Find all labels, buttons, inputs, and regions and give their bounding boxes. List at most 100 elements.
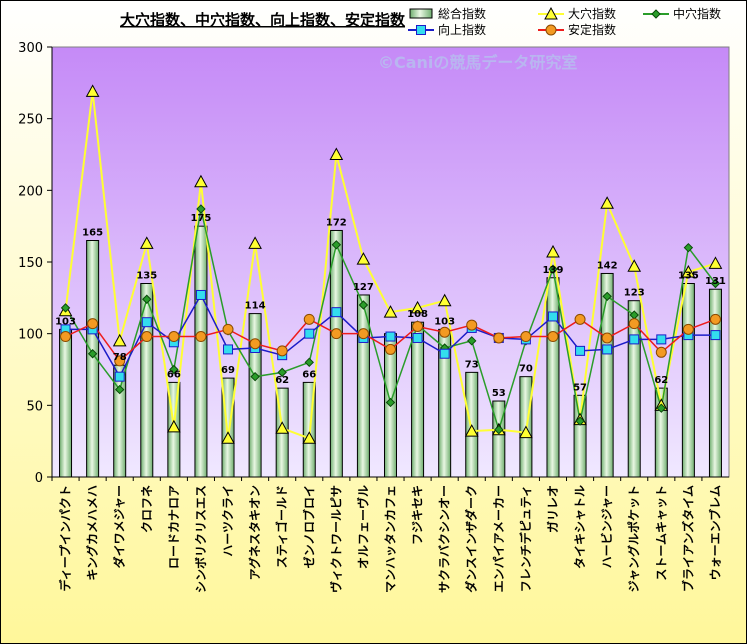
marker-improvement-index xyxy=(223,344,234,355)
marker-big-upset-index xyxy=(681,264,696,278)
marker-stability-index xyxy=(303,313,315,325)
bar-value-label: 131 xyxy=(705,276,726,287)
marker-stability-index xyxy=(493,332,505,344)
x-category-label: ダンスインザダーク xyxy=(464,485,479,593)
marker-stability-index xyxy=(60,331,72,343)
marker-stability-index xyxy=(385,343,396,355)
x-axis: ディープインパクト キングカメハメハ ダイワメジャー クロフネ ロードカナロア シンボリク… xyxy=(51,476,729,593)
marker-mid-upset-index xyxy=(277,367,287,378)
y-axis: 0 50 100 150 200 250 300 xyxy=(18,41,53,486)
x-category-label: シンボリクリスエス xyxy=(193,485,208,593)
y-tick-label: 50 xyxy=(26,399,43,414)
marker-stability-index xyxy=(168,331,180,343)
x-category-label: スティゴールド xyxy=(274,485,289,568)
marker-mid-upset-index xyxy=(385,397,396,408)
legend-label: 向上指数 xyxy=(438,22,486,37)
bar-value-label: 69 xyxy=(221,365,235,376)
chart-title: 大穴指数、中穴指数、向上指数、安定指数 xyxy=(120,11,406,29)
marker-big-upset-index xyxy=(708,256,723,269)
legend-label: 安定指数 xyxy=(568,22,616,37)
marker-mid-upset-index xyxy=(656,403,667,413)
marker-big-upset-index xyxy=(221,431,235,444)
bar-total-index xyxy=(194,225,208,478)
x-category-label: ダイワメジャー xyxy=(112,485,127,568)
marker-big-upset-index xyxy=(383,305,398,318)
marker-stability-index xyxy=(601,332,613,344)
legend-label: 中穴指数 xyxy=(673,6,721,21)
bar-total-index xyxy=(113,364,127,478)
bar-total-index xyxy=(248,313,262,478)
bar-value-label: 53 xyxy=(492,388,506,399)
x-category-label: ストームキャット xyxy=(654,485,668,581)
bar-total-index xyxy=(573,394,587,478)
marker-stability-index xyxy=(330,328,342,340)
marker-mid-upset-index xyxy=(331,240,342,250)
bar-value-labels: 103 165 78 135 66 175 69 114 62 66 172 127 108 103 73 5… xyxy=(55,213,726,399)
x-category-label: ジャングルポケット xyxy=(626,485,641,592)
marker-stability-index xyxy=(547,331,559,343)
bar-value-label: 103 xyxy=(434,316,455,327)
marker-stability-index xyxy=(628,318,640,330)
bar-total-index xyxy=(492,400,506,478)
marker-big-upset-index xyxy=(194,174,208,188)
marker-mid-upset-index xyxy=(250,371,260,382)
marker-stability-index xyxy=(574,313,586,325)
bar-value-label: 135 xyxy=(678,271,699,282)
legend-label: 総合指数 xyxy=(438,6,486,21)
marker-mid-upset-index xyxy=(114,384,125,395)
bar-value-label: 57 xyxy=(573,382,587,393)
bar-value-label: 142 xyxy=(597,260,618,271)
marker-big-upset-index xyxy=(248,236,262,249)
y-tick-label: 0 xyxy=(35,471,43,486)
marker-improvement-index xyxy=(575,345,586,356)
marker-mid-upset-index xyxy=(602,291,612,302)
marker-stability-index xyxy=(357,328,369,340)
marker-improvement-index xyxy=(439,348,450,359)
x-category-label: ゼンノロブロイ xyxy=(301,485,316,568)
marker-stability-index xyxy=(439,326,451,338)
x-category-label: キングカメハメハ xyxy=(85,485,100,581)
marker-mid-upset-index xyxy=(196,204,206,214)
marker-stability-index xyxy=(141,331,153,343)
marker-mid-upset-index xyxy=(467,336,477,346)
bar-total-index xyxy=(600,272,614,478)
legend-marker-big-upset-index xyxy=(544,6,558,20)
x-category-label: エンパイアメーカー xyxy=(492,485,506,592)
marker-improvement-index xyxy=(412,332,423,343)
bar-value-label: 175 xyxy=(191,213,212,224)
marker-mid-upset-index xyxy=(710,278,721,289)
marker-improvement-index xyxy=(331,307,342,318)
marker-big-upset-index xyxy=(546,244,560,258)
bar-value-label: 73 xyxy=(465,359,479,370)
x-category-label: ハービンジャー xyxy=(599,485,614,568)
bar-value-label: 172 xyxy=(326,217,347,228)
bar-value-label: 103 xyxy=(55,316,76,327)
x-category-label: ヴィクトワールピサ xyxy=(328,485,343,593)
marker-big-upset-index xyxy=(112,333,127,347)
marker-stability-index xyxy=(222,323,234,335)
marker-big-upset-index xyxy=(85,84,100,97)
marker-mid-upset-index xyxy=(575,416,585,426)
bar-value-label: 66 xyxy=(167,369,181,380)
marker-mid-upset-index xyxy=(683,242,694,253)
marker-improvement-index xyxy=(710,330,721,341)
marker-stability-index xyxy=(655,346,667,358)
marker-improvement-index xyxy=(547,311,558,322)
y-tick-label: 100 xyxy=(18,328,43,343)
marker-big-upset-index xyxy=(356,252,371,265)
y-tick-label: 300 xyxy=(18,41,43,56)
marker-big-upset-index xyxy=(600,196,614,209)
bar-total-index xyxy=(329,229,343,478)
marker-big-upset-index xyxy=(329,147,344,160)
marker-stability-index xyxy=(195,331,207,343)
marker-improvement-index xyxy=(114,371,125,382)
bar-value-label: 139 xyxy=(543,265,564,276)
marker-stability-index xyxy=(114,355,126,367)
x-category-label: ロードカナロア xyxy=(167,485,181,569)
x-category-label: ガリレオ xyxy=(545,485,560,533)
marker-stability-index xyxy=(412,321,424,332)
bar-value-label: 135 xyxy=(136,271,157,282)
marker-big-upset-index xyxy=(627,259,642,272)
